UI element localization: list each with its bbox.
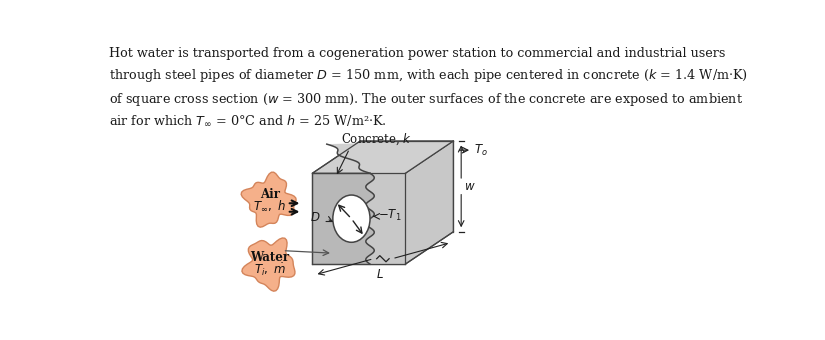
- Polygon shape: [313, 173, 405, 264]
- Polygon shape: [313, 141, 454, 173]
- Text: $-T_1$: $-T_1$: [378, 208, 402, 223]
- Text: Hot water is transported from a cogeneration power station to commercial and ind: Hot water is transported from a cogenera…: [110, 47, 748, 129]
- Text: $w$: $w$: [464, 180, 476, 193]
- Polygon shape: [405, 141, 454, 264]
- Polygon shape: [241, 172, 296, 227]
- Text: $T_{\infty},\ h$: $T_{\infty},\ h$: [253, 199, 286, 214]
- Text: Air: Air: [260, 188, 280, 201]
- Text: Concrete, $k$: Concrete, $k$: [341, 132, 412, 147]
- Text: $T_o$: $T_o$: [474, 142, 488, 158]
- Polygon shape: [327, 141, 454, 173]
- Polygon shape: [365, 173, 405, 264]
- Text: $T_i,\ \dot{m}$: $T_i,\ \dot{m}$: [253, 261, 286, 278]
- Text: $D$: $D$: [310, 211, 320, 224]
- Text: $L$: $L$: [376, 268, 384, 281]
- Text: Water: Water: [250, 252, 290, 265]
- Polygon shape: [242, 238, 295, 291]
- Ellipse shape: [332, 195, 370, 242]
